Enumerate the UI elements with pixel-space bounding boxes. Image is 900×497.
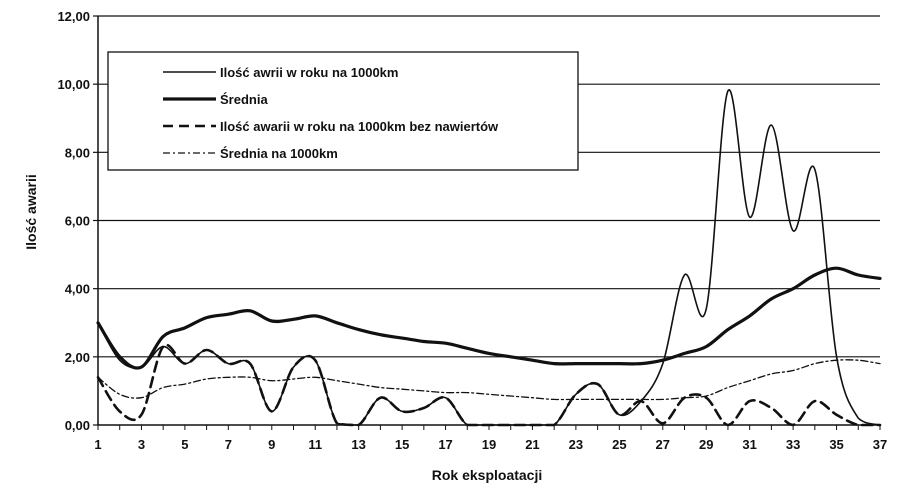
x-tick-label: 21 <box>525 437 539 452</box>
x-tick-label: 3 <box>138 437 145 452</box>
x-tick-label: 9 <box>268 437 275 452</box>
series-lines <box>96 89 882 427</box>
x-tick-label: 27 <box>656 437 670 452</box>
y-tick-label: 2,00 <box>65 350 90 365</box>
y-tick-label: 10,00 <box>57 77 90 92</box>
x-tick-label: 35 <box>829 437 843 452</box>
series-line-bez-nawiertow <box>96 343 882 427</box>
y-tick-label: 12,00 <box>57 9 90 24</box>
y-tick-label: 6,00 <box>65 214 90 229</box>
x-tick-label: 7 <box>225 437 232 452</box>
x-tick-label: 11 <box>308 437 322 452</box>
y-tick-label: 0,00 <box>65 418 90 433</box>
x-tick-label: 17 <box>438 437 452 452</box>
x-tick-label: 33 <box>786 437 800 452</box>
x-tick-label: 29 <box>699 437 713 452</box>
x-tick-label: 23 <box>569 437 583 452</box>
legend-label: Średnia na 1000km <box>220 146 338 161</box>
y-tick-label: 8,00 <box>65 145 90 160</box>
x-tick-label: 15 <box>395 437 409 452</box>
y-tick-label: 4,00 <box>65 282 90 297</box>
x-axis-title: Rok eksploatacji <box>432 467 543 483</box>
x-tick-label: 37 <box>873 437 887 452</box>
x-tick-label: 25 <box>612 437 626 452</box>
series-line-srednia-na-1000km <box>97 359 881 401</box>
series-line-srednia <box>96 266 882 370</box>
x-tick-label: 5 <box>181 437 188 452</box>
x-tick-label: 13 <box>351 437 365 452</box>
x-tick-label: 1 <box>94 437 101 452</box>
legend: Ilość awrii w roku na 1000km Średnia Ilość… <box>107 51 579 171</box>
legend-label: Ilość awarii w roku na 1000km bez nawier… <box>220 119 499 134</box>
legend-label: Ilość awrii w roku na 1000km <box>220 65 398 80</box>
x-tick-label: 19 <box>482 437 496 452</box>
x-tick-label: 31 <box>742 437 756 452</box>
legend-label: Średnia <box>220 92 268 107</box>
y-axis-title: Ilość awarii <box>23 174 39 249</box>
